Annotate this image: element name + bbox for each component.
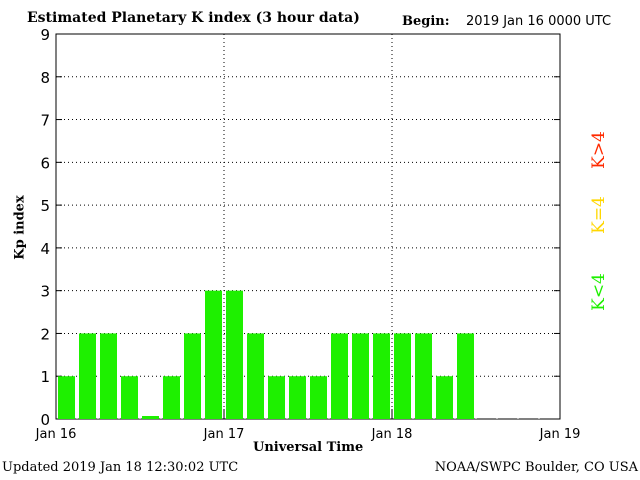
- y-tick-label: 7: [40, 112, 50, 130]
- kp-bar: [373, 333, 390, 419]
- kp-bar: [100, 333, 117, 419]
- kp-bar: [436, 376, 453, 419]
- kp-bar: [310, 376, 327, 419]
- y-tick-label: 2: [40, 325, 50, 343]
- begin-label: Begin:: [402, 14, 450, 29]
- kp-bar: [268, 376, 285, 419]
- kp-bar: [121, 376, 138, 419]
- kp-bar: [184, 333, 201, 419]
- kp-bar: [79, 333, 96, 419]
- y-tick-label: 3: [40, 283, 50, 301]
- chart-title: Estimated Planetary K index (3 hour data…: [27, 10, 360, 26]
- kp-bar: [394, 333, 411, 419]
- kp-bar: [163, 376, 180, 419]
- kp-bar: [289, 376, 306, 419]
- begin-value: 2019 Jan 16 0000 UTC: [466, 14, 612, 29]
- kp-bar: [352, 333, 369, 419]
- credit-text: NOAA/SWPC Boulder, CO USA: [434, 460, 638, 475]
- y-tick-label: 4: [40, 240, 50, 258]
- plot-frame: [55, 33, 561, 420]
- kp-bar: [205, 290, 222, 419]
- x-tick-label: Jan 19: [539, 427, 581, 442]
- y-tick-label: 0: [40, 411, 50, 429]
- x-tick-label: Jan 17: [203, 427, 245, 442]
- updated-text: Updated 2019 Jan 18 12:30:02 UTC: [2, 460, 239, 475]
- y-tick-label: 5: [40, 197, 50, 215]
- x-axis-label: Universal Time: [253, 440, 364, 455]
- kp-bar: [457, 333, 474, 419]
- kp-bar: [58, 376, 75, 419]
- kp-bar: [247, 333, 264, 419]
- kp-bar: [226, 290, 243, 419]
- y-tick-label: 9: [40, 26, 50, 44]
- y-tick-label: 1: [40, 368, 50, 386]
- kp-bar: [142, 416, 159, 419]
- y-tick-label: 6: [40, 154, 50, 172]
- y-tick-label: 8: [40, 69, 50, 87]
- kp-bar: [331, 333, 348, 419]
- kp-bar: [415, 333, 432, 419]
- x-tick-label: Jan 18: [371, 427, 413, 442]
- x-tick-label: Jan 16: [35, 427, 77, 442]
